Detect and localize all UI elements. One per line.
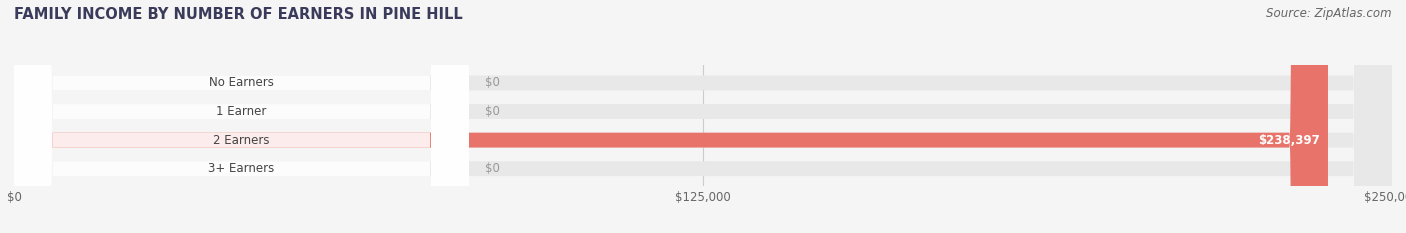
Text: 3+ Earners: 3+ Earners xyxy=(208,162,274,175)
FancyBboxPatch shape xyxy=(14,0,468,233)
Text: 2 Earners: 2 Earners xyxy=(214,134,270,147)
Text: $0: $0 xyxy=(485,105,501,118)
Text: FAMILY INCOME BY NUMBER OF EARNERS IN PINE HILL: FAMILY INCOME BY NUMBER OF EARNERS IN PI… xyxy=(14,7,463,22)
Text: 1 Earner: 1 Earner xyxy=(217,105,267,118)
Text: No Earners: No Earners xyxy=(209,76,274,89)
Text: $0: $0 xyxy=(485,162,501,175)
Text: $238,397: $238,397 xyxy=(1258,134,1320,147)
FancyBboxPatch shape xyxy=(14,0,468,233)
Text: $0: $0 xyxy=(485,76,501,89)
FancyBboxPatch shape xyxy=(14,0,1392,233)
Text: Source: ZipAtlas.com: Source: ZipAtlas.com xyxy=(1267,7,1392,20)
FancyBboxPatch shape xyxy=(14,0,1392,233)
FancyBboxPatch shape xyxy=(14,0,468,233)
FancyBboxPatch shape xyxy=(14,0,1392,233)
FancyBboxPatch shape xyxy=(14,0,468,233)
FancyBboxPatch shape xyxy=(14,0,1392,233)
FancyBboxPatch shape xyxy=(14,0,1329,233)
